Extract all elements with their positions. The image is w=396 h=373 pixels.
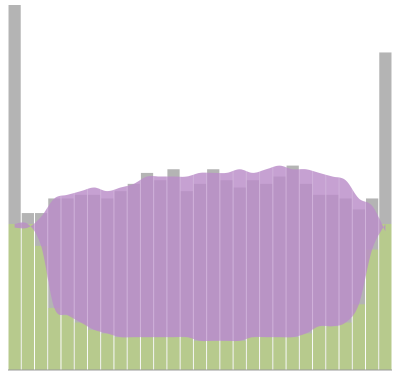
green-bar: [207, 340, 220, 370]
green-bar: [352, 304, 366, 370]
green-bar: [379, 224, 392, 370]
green-bar: [74, 322, 87, 370]
purple-area-layer: [14, 165, 386, 370]
green-bar: [140, 337, 154, 370]
green-bar: [101, 333, 114, 370]
green-bar: [48, 307, 61, 370]
green-bar: [273, 337, 286, 370]
green-bar: [8, 224, 21, 370]
green-bar: [366, 249, 379, 370]
green-bar: [299, 333, 313, 370]
green-bar: [61, 315, 74, 370]
green-bar: [339, 322, 352, 370]
green-bar: [260, 337, 273, 370]
green-bars-layer: [8, 224, 392, 370]
purple-area: [14, 165, 386, 342]
green-bar: [180, 337, 193, 370]
green-bar: [246, 337, 260, 370]
green-bar: [114, 337, 127, 370]
green-bar: [34, 245, 48, 370]
green-bar: [154, 337, 167, 370]
green-bar: [21, 224, 34, 370]
green-bar: [127, 337, 140, 370]
green-bar: [87, 329, 101, 370]
green-bar: [233, 340, 246, 370]
green-bar: [220, 340, 233, 370]
green-bar: [286, 337, 299, 370]
green-bar: [193, 340, 207, 370]
green-bar: [313, 326, 326, 370]
green-bar: [167, 337, 180, 370]
green-bar: [326, 326, 339, 370]
